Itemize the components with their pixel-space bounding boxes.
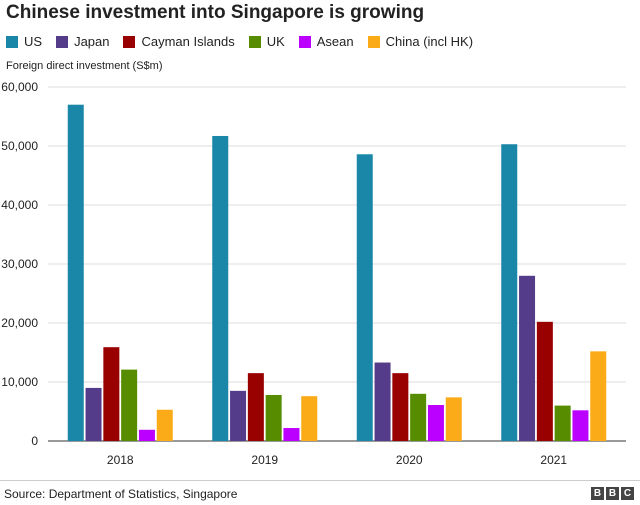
y-tick-label: 40,000 [1,198,38,212]
y-tick-label: 30,000 [1,257,38,271]
legend-swatch-japan [56,35,69,48]
legend-item-uk: UK [248,34,285,49]
bar-uk-2020 [410,393,427,441]
y-tick-label: 20,000 [1,316,38,330]
legend-item-japan: Japan [56,34,109,49]
bar-us-2019 [212,135,229,441]
y-tick-label: 10,000 [1,375,38,389]
bar-cayman-islands-2021 [536,321,553,441]
bar-uk-2019 [265,394,282,441]
bar-china-incl-hk-2020 [445,397,462,441]
legend-item-us: US [6,34,42,49]
bar-asean-2020 [427,405,444,441]
bar-uk-2018 [121,369,138,441]
bbc-logo-letter: B [606,487,619,500]
y-tick-label: 0 [31,434,38,448]
bar-us-2020 [356,154,373,441]
bar-japan-2018 [85,387,102,441]
legend-swatch-china [367,35,380,48]
footer-divider [0,480,640,481]
bbc-logo: B B C [591,487,634,500]
chart-title: Chinese investment into Singapore is gro… [6,2,425,23]
y-tick-label: 60,000 [1,80,38,94]
legend-swatch-cayman-islands [123,35,136,48]
x-tick-label: 2021 [540,453,567,467]
bar-us-2018 [67,104,84,441]
legend-label-cayman-islands: Cayman Islands [141,34,235,49]
legend-swatch-asean [298,35,311,48]
bar-japan-2020 [374,362,391,441]
bar-china-incl-hk-2019 [301,396,318,441]
legend-label-asean: Asean [316,34,354,49]
legend-swatch-us [6,35,18,48]
bar-china-incl-hk-2021 [590,351,607,441]
bar-chart: 0 10,000 20,000 30,000 40,000 50,000 60,000 201… [1,80,626,467]
bar-cayman-islands-2018 [103,347,120,441]
source-note: Source: Department of Statistics, Singap… [4,487,238,501]
y-tick-label: 50,000 [1,139,38,153]
bar-asean-2021 [572,410,589,441]
legend-item-china: China (incl HK) [367,34,474,49]
bar-asean-2019 [283,428,300,441]
x-tick-label: 2019 [251,453,278,467]
bbc-logo-letter: C [621,487,634,500]
bar-china-incl-hk-2018 [156,409,173,441]
x-tick-label: 2018 [107,453,134,467]
bbc-logo-letter: B [591,487,604,500]
bar-cayman-islands-2019 [247,373,264,441]
bar-japan-2019 [230,390,247,441]
legend-label-japan: Japan [74,34,110,49]
legend-label-us: US [24,34,43,49]
bar-us-2021 [501,144,518,442]
legend-item-cayman-islands: Cayman Islands [123,34,235,49]
bar-asean-2018 [138,429,155,441]
legend-label-uk: UK [266,34,285,49]
legend-label-china: China (incl HK) [385,34,474,49]
x-tick-label: 2020 [396,453,423,467]
y-axis-label: Foreign direct investment (S$m) [6,60,163,72]
legend: US Japan Cayman Islands UK Asean China (… [6,34,487,49]
bar-japan-2021 [519,275,536,441]
bar-cayman-islands-2020 [392,373,409,441]
bar-uk-2021 [554,405,571,441]
legend-item-asean: Asean [298,34,354,49]
legend-swatch-uk [248,35,261,48]
